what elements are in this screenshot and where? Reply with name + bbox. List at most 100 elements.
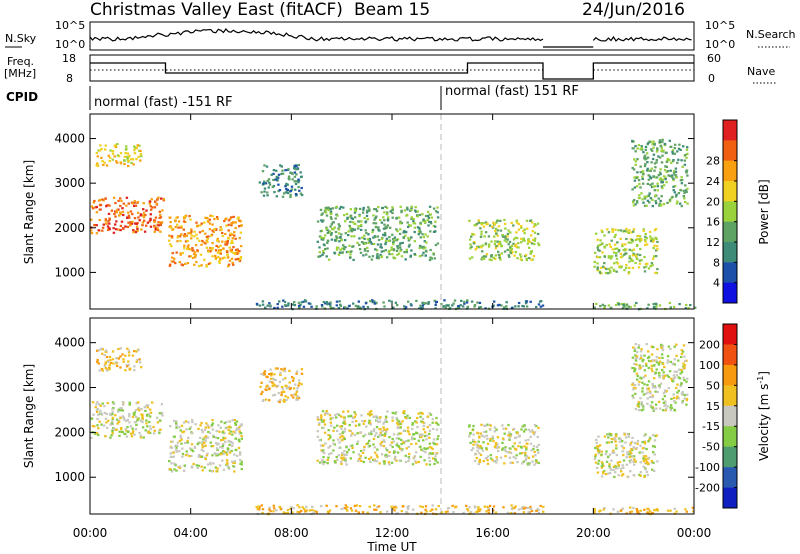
velocity-cell: [428, 429, 432, 432]
power-cell: [322, 252, 325, 255]
velocity-cell: [395, 506, 398, 509]
velocity-colorbar-tick-label: -100: [695, 461, 720, 474]
power-cell: [628, 229, 631, 232]
velocity-cell: [216, 467, 219, 470]
power-cell: [404, 258, 407, 261]
power-cell: [153, 221, 156, 224]
velocity-cell: [643, 455, 646, 458]
velocity-cell: [647, 440, 650, 443]
velocity-cell: [375, 508, 378, 511]
power-cell: [471, 233, 474, 236]
velocity-cell: [95, 409, 99, 412]
power-cell: [671, 152, 675, 155]
velocity-cell: [340, 427, 343, 430]
power-cell: [421, 304, 425, 307]
velocity-cell: [347, 448, 351, 451]
velocity-cell: [666, 361, 669, 364]
power-cell: [95, 211, 99, 214]
velocity-cell: [173, 419, 176, 422]
velocity-cell: [322, 456, 325, 459]
power-cell: [669, 306, 672, 309]
velocity-cell: [111, 411, 114, 414]
power-cell: [98, 218, 101, 222]
power-cell: [181, 252, 184, 255]
power-cell: [396, 253, 399, 256]
velocity-cell: [233, 461, 236, 464]
velocity-cell: [342, 410, 345, 413]
velocity-cell: [374, 451, 377, 454]
power-colorbar-tick-label: 24: [706, 175, 720, 188]
velocity-cell: [220, 420, 223, 423]
freq-unit: [MHz]: [4, 67, 36, 80]
nave-label: Nave: [747, 65, 775, 78]
velocity-cell: [93, 425, 96, 428]
power-cell: [630, 238, 634, 241]
velocity-cell: [658, 386, 661, 389]
velocity-cell: [143, 406, 146, 409]
velocity-cell: [296, 395, 300, 398]
power-cell: [419, 221, 422, 224]
power-cell: [494, 254, 497, 257]
power-cell: [520, 237, 523, 240]
power-colorbar-segment: [723, 181, 737, 202]
power-cell: [138, 144, 141, 147]
power-cell: [533, 239, 536, 242]
power-cell: [421, 301, 424, 304]
velocity-cell: [652, 451, 655, 454]
power-cell: [287, 175, 291, 178]
power-cell: [678, 303, 681, 306]
power-cell: [668, 200, 672, 203]
power-cell: [321, 238, 325, 241]
velocity-cell: [192, 462, 195, 466]
power-cell: [596, 262, 599, 265]
power-cell: [297, 178, 300, 181]
velocity-cell: [233, 460, 237, 463]
power-cell: [636, 253, 639, 256]
velocity-cell: [529, 508, 533, 511]
power-cell: [599, 305, 602, 308]
velocity-cell: [223, 432, 226, 435]
velocity-cell: [228, 420, 232, 423]
velocity-cell: [511, 512, 515, 515]
velocity-cell: [485, 510, 488, 513]
power-cell: [265, 165, 269, 168]
velocity-cell: [634, 359, 638, 362]
power-cell: [291, 178, 294, 181]
velocity-cell: [402, 441, 405, 444]
velocity-cell: [680, 392, 684, 395]
power-cell: [326, 247, 329, 250]
velocity-cell: [465, 504, 468, 507]
power-cell: [510, 221, 513, 224]
power-cell: [198, 231, 202, 234]
velocity-cell: [178, 439, 182, 443]
power-cell: [515, 231, 518, 234]
power-cell: [342, 244, 345, 247]
power-cell: [149, 213, 152, 216]
velocity-cell: [428, 436, 431, 439]
velocity-cell: [520, 446, 523, 449]
power-cell: [219, 248, 223, 252]
velocity-cell: [332, 429, 335, 432]
velocity-cell: [236, 454, 239, 457]
power-cell: [137, 155, 140, 158]
power-cell: [433, 257, 436, 260]
velocity-cell: [497, 449, 500, 453]
velocity-cell: [231, 419, 234, 422]
velocity-cell: [179, 436, 183, 439]
velocity-cell: [651, 394, 654, 397]
power-cell: [126, 158, 129, 161]
power-cell: [500, 252, 504, 255]
power-cell: [519, 258, 523, 261]
power-cell: [509, 246, 512, 249]
power-colorbar-frame: [722, 119, 738, 304]
velocity-cell: [666, 355, 670, 358]
velocity-cell: [217, 424, 220, 427]
velocity-cell: [283, 367, 286, 370]
power-cell: [326, 303, 329, 306]
velocity-cell: [495, 461, 498, 464]
velocity-cell: [225, 427, 228, 430]
power-cell: [230, 216, 233, 219]
power-cell: [419, 223, 422, 226]
velocity-cell: [487, 511, 491, 514]
velocity-cell: [341, 458, 344, 461]
